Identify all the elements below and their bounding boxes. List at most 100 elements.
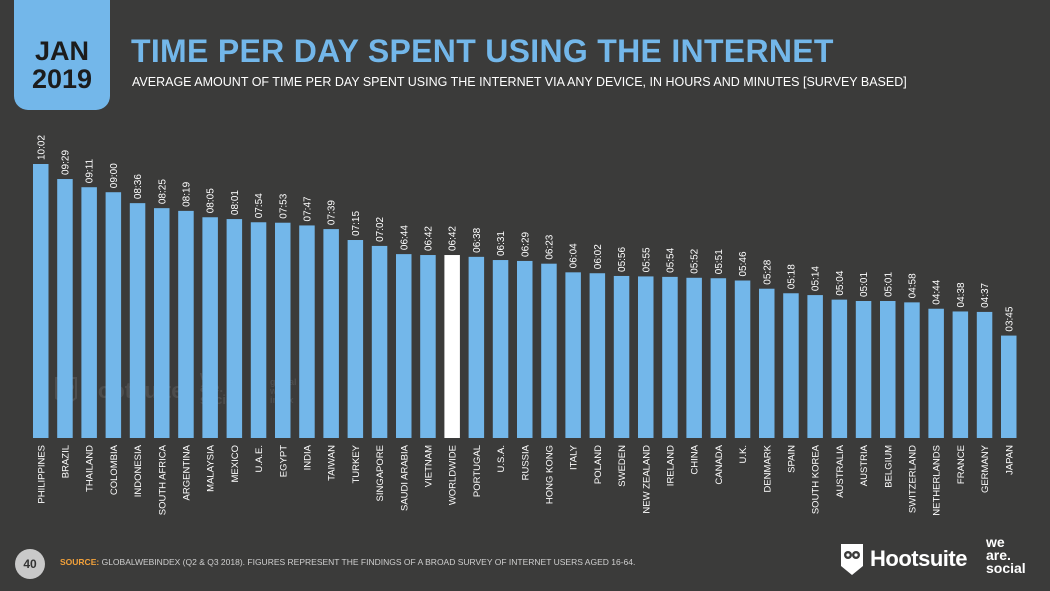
bar-poland [589, 273, 606, 438]
bar-ireland [662, 276, 678, 438]
value-label: 06:42 [448, 226, 459, 251]
category-label: FRANCE [956, 445, 967, 484]
bar-russia [517, 260, 533, 438]
bar-singapore [371, 245, 388, 438]
category-label: AUSTRIA [859, 444, 870, 486]
value-label: 08:19 [181, 181, 192, 206]
hootsuite-logo-text: Hootsuite [870, 546, 967, 571]
category-label: THAILAND [85, 445, 96, 492]
value-label: 06:23 [544, 234, 555, 259]
value-label: 06:38 [472, 227, 483, 252]
category-label: ITALY [569, 444, 580, 470]
category-label: INDONESIA [133, 444, 144, 497]
bar-sweden [613, 275, 630, 438]
bar-portugal [468, 256, 485, 438]
category-label: RUSSIA [520, 444, 531, 480]
bar-canada [710, 278, 727, 438]
value-label: 05:46 [738, 251, 749, 276]
we-are-social-logo: we are. social [986, 534, 1026, 576]
value-label: 05:14 [811, 266, 822, 291]
logo-we: we [986, 534, 1005, 550]
category-label: SAUDI ARABIA [399, 444, 410, 511]
category-label: SINGAPORE [375, 445, 386, 502]
bar-u-k- [734, 280, 751, 438]
category-label: NETHERLANDS [932, 445, 943, 516]
category-label: SOUTH KOREA [811, 444, 822, 514]
bar-france [952, 311, 969, 438]
logo-social: social [986, 560, 1026, 576]
bar-germany [976, 311, 993, 438]
bar-new-zealand [638, 276, 654, 438]
date-tab: JAN 2019 [14, 0, 110, 110]
source-note: SOURCE: GLOBALWEBINDEX (Q2 & Q3 2018). F… [60, 557, 635, 567]
value-label: 05:54 [665, 247, 676, 272]
category-label: HONG KONG [544, 445, 555, 504]
category-label: SWEDEN [617, 445, 628, 487]
bar-u-a-e- [250, 222, 267, 438]
bar-malaysia [202, 217, 218, 438]
bar-turkey [347, 240, 364, 438]
bar-thailand [81, 187, 97, 438]
value-label: 04:44 [932, 279, 943, 304]
bar-egypt [275, 222, 291, 438]
category-label: INDIA [302, 444, 313, 470]
category-label: CANADA [714, 444, 725, 484]
bar-vietnam [420, 255, 436, 438]
value-label: 04:58 [907, 273, 918, 298]
value-label: 05:18 [786, 264, 797, 289]
bar-austria [855, 301, 872, 438]
category-label: PHILIPPINES [36, 445, 47, 504]
date-month: JAN [34, 36, 89, 66]
bar-japan [1001, 335, 1017, 438]
category-label: EGYPT [278, 445, 289, 477]
bar-hong-kong [541, 263, 557, 438]
bar-colombia [105, 192, 122, 438]
bar-india [299, 225, 315, 438]
category-label: ARGENTINA [181, 444, 192, 500]
page-number: 40 [15, 549, 45, 579]
value-label: 08:01 [230, 190, 241, 215]
category-label: TURKEY [351, 444, 362, 483]
value-label: 07:39 [327, 200, 338, 225]
value-label: 06:29 [520, 231, 531, 256]
category-label: U.A.E. [254, 445, 265, 472]
value-label: 08:36 [133, 174, 144, 199]
value-label: 05:52 [690, 248, 701, 273]
value-label: 06:44 [399, 225, 410, 250]
value-label: 07:54 [254, 193, 265, 218]
date-year: 2019 [31, 64, 93, 94]
bar-belgium [880, 301, 896, 438]
category-label: U.S.A. [496, 445, 507, 472]
value-label: 09:29 [60, 150, 71, 175]
value-label: 07:02 [375, 216, 386, 241]
bar-netherlands [928, 308, 944, 438]
bar-denmark [759, 288, 775, 438]
category-label: PORTUGAL [472, 445, 483, 497]
bar-saudi-arabia [396, 254, 412, 438]
value-label: 05:04 [835, 270, 846, 295]
value-label: 06:04 [569, 243, 580, 268]
value-label: 07:47 [302, 196, 313, 221]
category-label: SOUTH AFRICA [157, 444, 168, 515]
value-label: 09:00 [109, 163, 120, 188]
value-label: 03:45 [1004, 306, 1015, 331]
category-label: TAIWAN [327, 445, 338, 481]
page-subtitle: AVERAGE AMOUNT OF TIME PER DAY SPENT USI… [132, 75, 907, 89]
bar-italy [565, 272, 581, 438]
category-label: VIETNAM [423, 445, 434, 487]
bar-south-africa [154, 208, 170, 438]
value-label: 08:25 [157, 179, 168, 204]
category-label: DENMARK [762, 444, 773, 492]
page-title: TIME PER DAY SPENT USING THE INTERNET [131, 33, 834, 69]
category-label: SWITZERLAND [907, 445, 918, 513]
bar-china [686, 277, 702, 438]
value-label: 04:38 [956, 282, 967, 307]
category-label: WORLDWIDE [448, 445, 459, 505]
value-label: 06:42 [423, 226, 434, 251]
logo-are: are. [986, 547, 1011, 563]
category-label: BELGIUM [883, 445, 894, 488]
bar-argentina [178, 210, 194, 438]
value-label: 04:37 [980, 282, 991, 307]
value-label: 06:02 [593, 244, 604, 269]
